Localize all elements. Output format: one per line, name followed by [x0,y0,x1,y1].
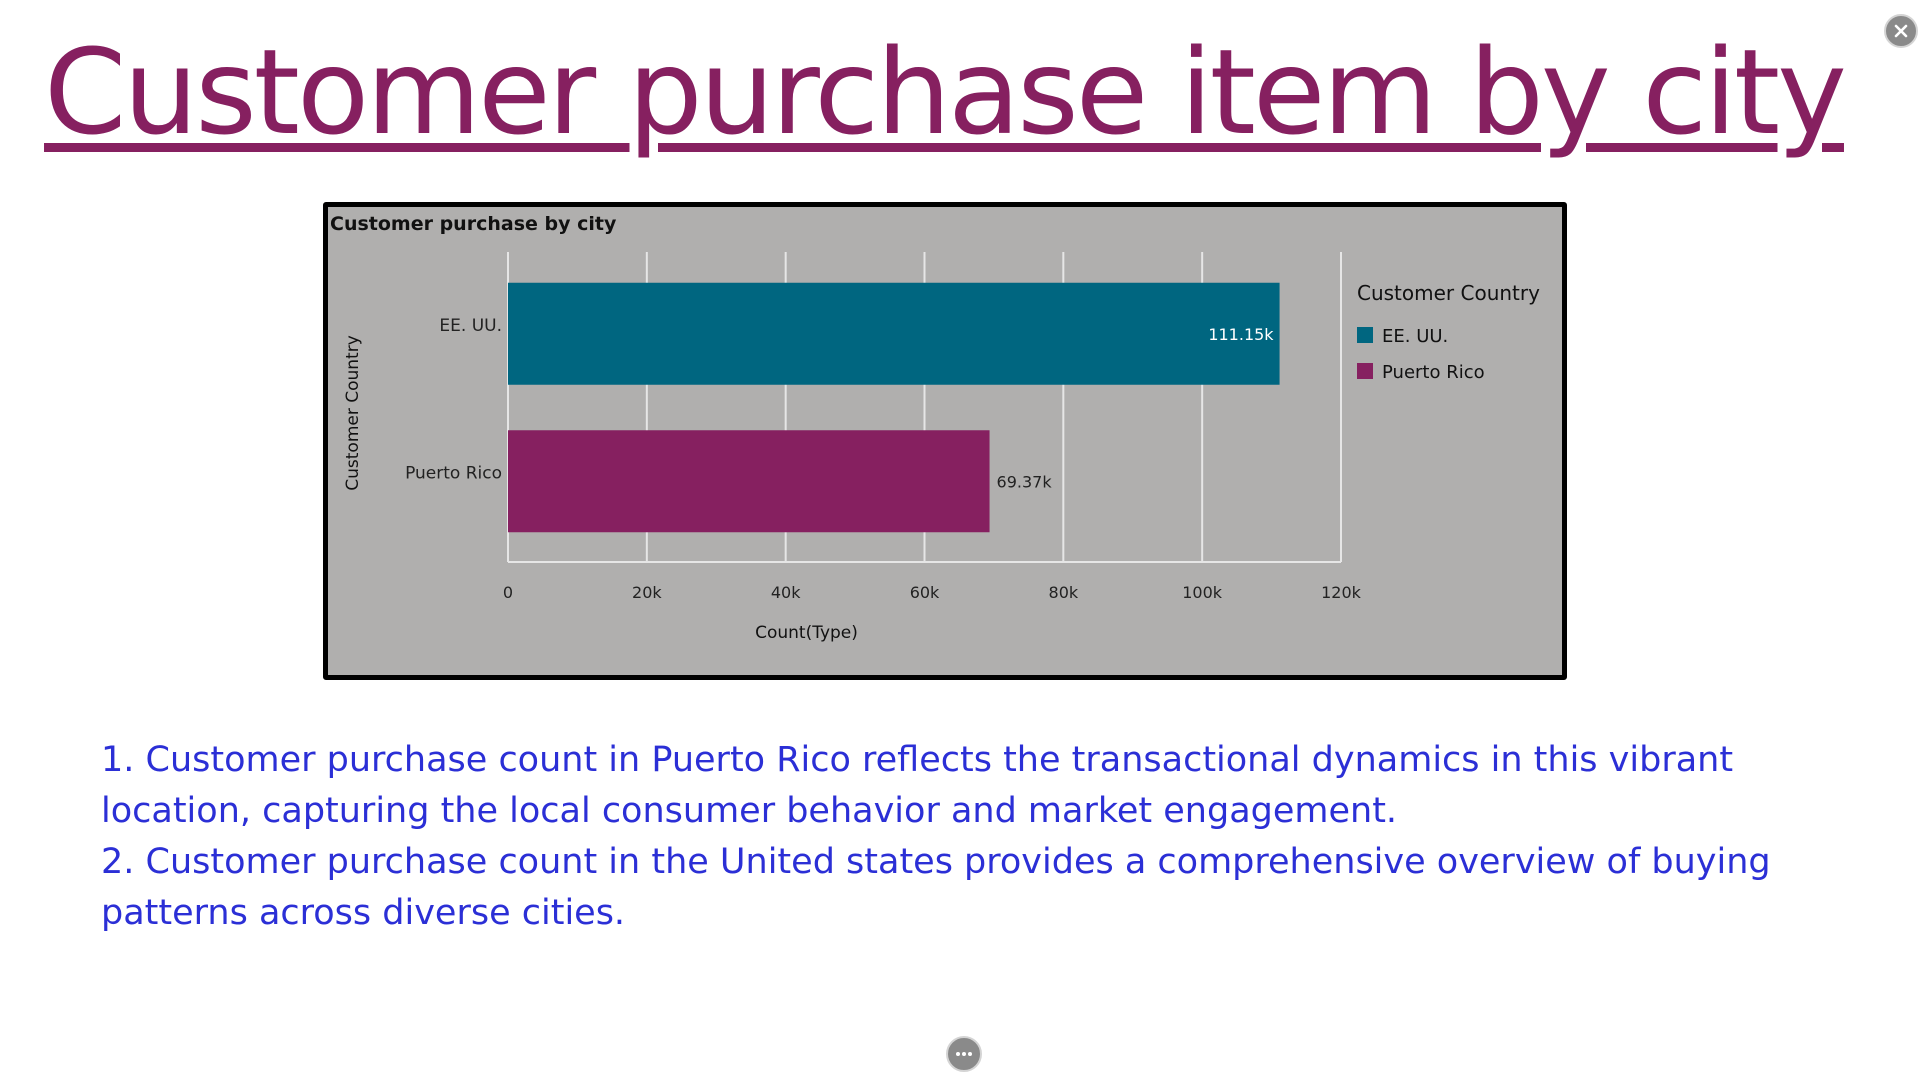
bar [508,282,1280,385]
x-tick-label: 100k [1182,583,1223,602]
x-tick-label: 80k [1049,583,1079,602]
y-axis-label: Customer Country [343,335,363,491]
insight-item: 1. Customer purchase count in Puerto Ric… [101,740,1734,831]
more-options-icon [956,1052,972,1056]
legend-swatch [1357,363,1373,379]
x-tick-label: 20k [632,583,662,602]
legend-swatch [1357,327,1373,343]
chart-panel: Customer purchase by city 0 20k 40k 60k 80k 10… [323,202,1567,680]
insights-text: 1. Customer purchase count in Puerto Ric… [101,735,1891,939]
legend-item: Puerto Rico [1382,362,1485,383]
close-button[interactable] [1884,14,1918,48]
legend-title: Customer Country [1357,281,1540,305]
y-tick-label: Puerto Rico [405,463,502,483]
page-title[interactable]: Customer purchase item by city [44,23,1847,161]
legend-item: EE. UU. [1382,326,1448,347]
data-label: 69.37k [997,472,1053,491]
data-label: 111.15k [1208,325,1274,344]
insight-item: 2. Customer purchase count in the United… [101,842,1771,933]
x-tick-label: 120k [1321,583,1362,602]
bar [508,430,990,533]
more-options-button[interactable] [946,1036,982,1072]
bar-chart: Customer purchase by city 0 20k 40k 60k 80k 10… [330,213,1540,643]
chart-title: Customer purchase by city [330,213,617,235]
x-axis-label: Count(Type) [755,623,858,643]
close-icon [1894,24,1908,38]
x-tick-label: 40k [771,583,801,602]
y-tick-label: EE. UU. [439,316,502,336]
x-tick-label: 0 [503,583,513,602]
x-tick-label: 60k [910,583,940,602]
